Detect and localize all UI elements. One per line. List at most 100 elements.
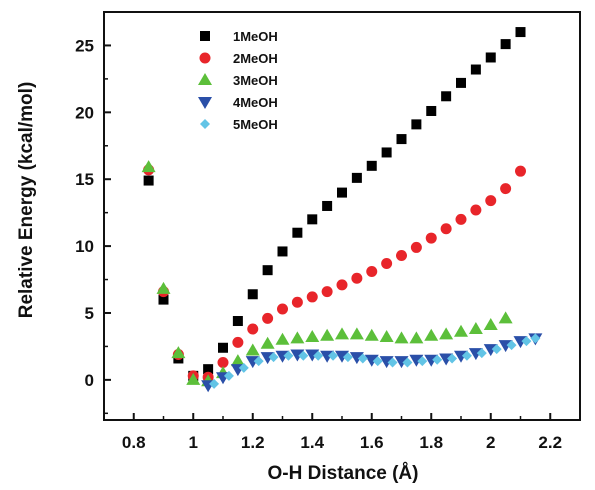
data-point <box>307 214 318 225</box>
axis-ticks: 0.8 1 1.2 1.4 1.6 1.8 2 2.2 0 5 10 15 20 25 <box>75 11 581 452</box>
data-point <box>387 357 398 368</box>
data-point <box>171 346 186 359</box>
data-point <box>470 64 481 75</box>
series-5MeOH <box>209 333 541 389</box>
data-point <box>335 350 349 363</box>
data-point <box>217 356 229 368</box>
data-point <box>158 294 169 305</box>
data-point <box>470 204 482 216</box>
data-point <box>298 350 309 361</box>
x-tick-label: 1.6 <box>360 433 384 452</box>
data-point <box>485 52 496 63</box>
data-point <box>476 348 487 359</box>
data-point <box>209 378 220 389</box>
data-point <box>372 356 383 367</box>
data-point <box>277 246 288 257</box>
data-point <box>253 356 264 367</box>
legend-marker <box>200 31 210 41</box>
data-point <box>440 223 452 235</box>
data-point <box>515 27 526 38</box>
data-point <box>485 195 497 207</box>
data-point <box>283 350 294 361</box>
data-point <box>521 336 532 347</box>
data-point <box>455 213 467 225</box>
data-point <box>351 172 362 183</box>
data-point <box>342 352 353 363</box>
data-point <box>491 344 502 355</box>
x-tick-label: 0.8 <box>122 433 146 452</box>
data-point <box>262 312 274 324</box>
x-tick-label: 1.8 <box>419 433 443 452</box>
legend-label: 5MeOH <box>233 117 278 132</box>
legend-marker <box>200 119 210 129</box>
data-point <box>396 249 407 261</box>
x-tick-label: 1.4 <box>300 433 324 452</box>
data-point <box>223 370 234 381</box>
data-point <box>394 356 409 369</box>
data-point <box>515 165 526 177</box>
x-tick-label: 2.2 <box>538 433 562 452</box>
data-point <box>238 362 249 373</box>
data-point <box>394 331 409 344</box>
data-point <box>306 291 318 303</box>
data-point <box>483 318 498 331</box>
data-point <box>357 353 368 364</box>
data-point <box>156 281 171 294</box>
data-point <box>379 356 394 369</box>
data-point <box>530 333 541 344</box>
data-point <box>260 336 275 349</box>
series-3MeOH <box>141 160 513 387</box>
data-markers <box>141 27 543 393</box>
data-point <box>349 352 364 365</box>
data-point <box>364 328 379 341</box>
data-point <box>203 364 214 375</box>
data-point <box>409 354 424 367</box>
data-point <box>396 134 407 145</box>
data-point <box>336 279 348 291</box>
data-point <box>141 160 156 173</box>
data-point <box>321 286 333 298</box>
y-tick-label: 10 <box>75 237 94 256</box>
data-point <box>381 147 392 158</box>
data-point <box>468 322 483 335</box>
data-point <box>349 327 364 340</box>
data-point <box>186 372 201 385</box>
x-tick-label: 1.2 <box>241 433 265 452</box>
y-axis-title: Relative Energy (kcal/mol) <box>16 82 37 319</box>
y-tick-label: 20 <box>75 103 94 122</box>
data-point <box>425 232 437 244</box>
legend-marker <box>199 52 211 64</box>
data-point <box>409 331 424 344</box>
data-point <box>291 296 303 308</box>
data-point <box>232 336 244 348</box>
data-point <box>402 357 413 368</box>
y-tick-label: 25 <box>75 36 94 55</box>
data-point <box>456 77 466 88</box>
data-point <box>262 265 273 276</box>
series-4MeOH <box>201 333 543 393</box>
data-point <box>364 354 379 367</box>
data-point <box>268 352 279 363</box>
data-point <box>277 303 288 315</box>
legend-label: 4MeOH <box>233 95 278 110</box>
y-tick-label: 5 <box>85 304 94 323</box>
data-point <box>426 105 437 116</box>
data-point <box>498 311 513 324</box>
data-point <box>381 257 393 269</box>
legend-label: 2MeOH <box>233 51 278 66</box>
series-2MeOH <box>143 164 526 383</box>
x-tick-label: 2 <box>486 433 495 452</box>
data-point <box>245 343 260 356</box>
x-axis-title: O-H Distance (Å) <box>268 463 419 484</box>
data-point <box>305 330 320 343</box>
data-point <box>337 187 347 198</box>
data-point <box>432 354 443 365</box>
data-point <box>247 289 258 300</box>
legend-label: 3MeOH <box>233 73 278 88</box>
data-point <box>328 350 339 361</box>
data-point <box>232 316 243 327</box>
data-point <box>322 200 333 211</box>
data-point <box>313 350 324 361</box>
legend-marker <box>198 73 212 85</box>
